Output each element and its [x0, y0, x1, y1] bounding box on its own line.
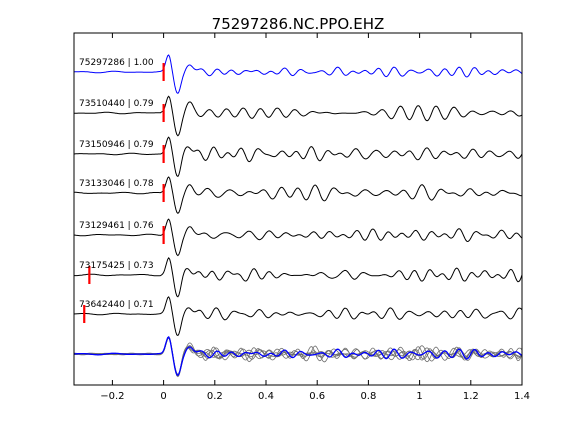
x-tick-label: 0.4 — [258, 391, 274, 402]
chart-title: 75297286.NC.PPO.EHZ — [212, 15, 385, 33]
x-tick-label: 0 — [160, 391, 166, 402]
trace-label: 73175425 | 0.73 — [79, 261, 154, 271]
trace-label: 73150946 | 0.79 — [79, 140, 154, 150]
trace-row: 75297286 | 1.00 — [73, 54, 523, 94]
trace-row: 73133046 | 0.78 — [74, 176, 523, 214]
trace-label: 73510440 | 0.79 — [79, 99, 154, 109]
trace-row: 73129461 | 0.76 — [73, 218, 523, 257]
x-tick-label: 0.8 — [360, 391, 376, 402]
trace-row: 73642440 | 0.71 — [73, 296, 523, 337]
waveform-trace — [73, 218, 523, 257]
x-tick-label: 1 — [416, 391, 422, 402]
x-tick-label: 1.2 — [463, 391, 479, 402]
x-tick-label: 1.4 — [514, 391, 530, 402]
x-tick-label: −0.2 — [100, 391, 124, 402]
overlay-trace — [73, 336, 523, 377]
x-tick-label: 0.6 — [309, 391, 325, 402]
waveform-trace — [73, 95, 523, 137]
waveform-trace — [73, 296, 523, 337]
trace-row: 73175425 | 0.73 — [74, 257, 523, 298]
x-tick-label: 0.2 — [207, 391, 223, 402]
trace-label: 73642440 | 0.71 — [79, 300, 154, 310]
overlay-trace — [73, 336, 523, 378]
waveform-trace — [73, 136, 523, 178]
overlay-trace — [73, 336, 523, 377]
x-axis: −0.2 0 0.2 0.4 0.6 0.8 1 1.2 1.4 — [100, 33, 530, 402]
waveform-trace — [73, 54, 523, 94]
plot-area: 75297286 | 1.00 73510440 | 0.79 73150946 |… — [73, 54, 523, 378]
trace-row: 73510440 | 0.79 — [73, 95, 523, 137]
waveform-trace — [74, 176, 523, 214]
axes-frame — [73, 32, 523, 386]
trace-label: 75297286 | 1.00 — [79, 58, 154, 68]
overlay-stack — [73, 336, 523, 378]
trace-label: 73133046 | 0.78 — [79, 179, 154, 189]
trace-row: 73150946 | 0.79 — [73, 136, 523, 178]
trace-label: 73129461 | 0.76 — [79, 221, 154, 231]
waveform-trace — [74, 257, 523, 298]
